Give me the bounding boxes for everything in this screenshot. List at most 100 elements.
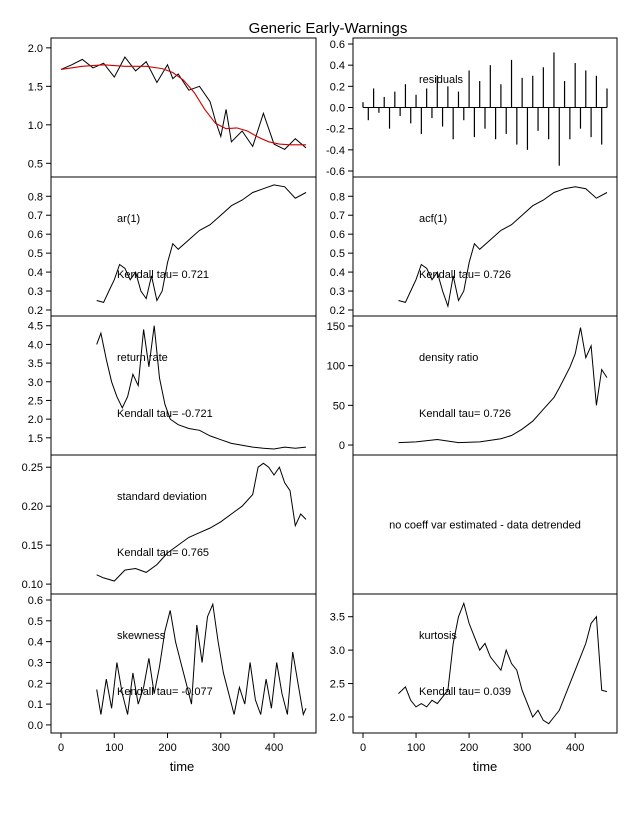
- panel-kurtosis: 2.0 2.5 3.0 3.5 0 100 200 300 400 kurtosis Kendall…: [330, 593, 618, 754]
- panels-group: 0.5 1.0 1.5 2.0 -0.6 -0.4 -0.2 0.0 0.2 0.4 0.6 resi…: [22, 37, 618, 754]
- panel-data: 0.5 1.0 1.5 2.0: [28, 37, 317, 178]
- panel-tau: Kendall tau= 0.039: [419, 686, 511, 698]
- y-tick-label: 0.6: [28, 229, 43, 241]
- y-tick-label: 3.0: [330, 645, 345, 657]
- x-tick-label: 400: [566, 742, 584, 754]
- series-line: [96, 602, 307, 717]
- y-tick-label: -0.4: [326, 145, 345, 157]
- panel-tau: Kendall tau= 0.726: [419, 269, 511, 281]
- panel-residuals: -0.6 -0.4 -0.2 0.0 0.2 0.4 0.6 residuals: [326, 37, 618, 178]
- y-tick-label: 3.0: [28, 377, 43, 389]
- y-tick-label: 100: [327, 361, 345, 373]
- y-tick-label: 0.20: [22, 501, 43, 513]
- panel-cv: no coeff var estimated - data detrended: [352, 454, 618, 595]
- y-tick-label: 0.4: [330, 267, 345, 279]
- series-line: [60, 64, 306, 146]
- x-tick-label: 0: [360, 742, 366, 754]
- panel-return_rate: 1.5 2.0 2.5 3.0 3.5 4.0 4.5 return rate Kendall …: [28, 315, 317, 456]
- y-tick-label: 150: [327, 321, 345, 333]
- y-tick-label: 3.5: [330, 612, 345, 624]
- panel-label: acf(1): [419, 213, 447, 225]
- y-tick-label: 0.5: [330, 248, 345, 260]
- series-line: [60, 56, 307, 151]
- y-tick-label: 0.5: [28, 158, 43, 170]
- series-line: [96, 462, 307, 582]
- y-tick-label: 0.8: [28, 191, 43, 203]
- x-tick-label: 100: [407, 742, 425, 754]
- y-tick-label: 4.0: [28, 339, 43, 351]
- x-tick-label: 300: [513, 742, 531, 754]
- y-tick-label: 0.0: [330, 103, 345, 115]
- panel-frame: [50, 176, 317, 317]
- y-tick-label: -0.2: [326, 124, 345, 136]
- x-axis-title-right: time: [473, 759, 498, 774]
- y-tick-label: 0.4: [28, 267, 43, 279]
- y-tick-label: 0.4: [330, 60, 345, 72]
- y-tick-label: 0.2: [330, 81, 345, 93]
- panel-tau: Kendall tau= -0.721: [117, 408, 213, 420]
- x-axis-title-left: time: [170, 759, 195, 774]
- panel-label: residuals: [419, 74, 464, 86]
- series-line: [398, 601, 608, 725]
- y-tick-label: 0.5: [28, 248, 43, 260]
- y-tick-label: 0.6: [330, 229, 345, 241]
- panel-frame: [352, 593, 618, 734]
- y-tick-label: 0.3: [28, 286, 43, 298]
- y-tick-label: 0: [339, 440, 345, 452]
- series-line: [96, 325, 307, 450]
- panel-label: kurtosis: [419, 630, 457, 642]
- y-tick-label: 1.5: [28, 433, 43, 445]
- y-tick-label: 50: [333, 400, 345, 412]
- x-tick-label: 300: [212, 742, 230, 754]
- chart-title: Generic Early-Warnings: [249, 20, 408, 37]
- x-tick-label: 100: [105, 742, 123, 754]
- panel-message: no coeff var estimated - data detrended: [389, 520, 581, 532]
- panel-acf1: 0.2 0.3 0.4 0.5 0.6 0.7 0.8 acf(1) Kendall tau= …: [330, 176, 618, 317]
- series-line: [96, 184, 307, 303]
- x-tick-label: 200: [158, 742, 176, 754]
- panel-frame: [50, 315, 317, 456]
- series-line: [398, 327, 608, 444]
- x-tick-label: 200: [460, 742, 478, 754]
- y-tick-label: 0.1: [28, 699, 43, 711]
- panel-frame: [352, 315, 618, 456]
- panel-tau: Kendall tau= 0.765: [117, 547, 209, 559]
- panel-density_ratio: 0 50 100 150 density ratio Kendall tau= 0.726: [327, 315, 618, 456]
- y-tick-label: 0.8: [330, 191, 345, 203]
- series-line: [398, 186, 608, 309]
- y-tick-label: 1.5: [28, 81, 43, 93]
- y-tick-label: 2.0: [28, 414, 43, 426]
- panel-frame: [50, 593, 317, 734]
- panel-sd: 0.10 0.15 0.20 0.25 standard deviation Kendal…: [22, 454, 317, 595]
- y-tick-label: 2.0: [330, 712, 345, 724]
- panel-label: skewness: [117, 630, 166, 642]
- panel-frame: [50, 37, 317, 178]
- y-tick-label: 0.3: [330, 286, 345, 298]
- y-tick-label: 0.25: [22, 462, 43, 474]
- panel-label: standard deviation: [117, 491, 207, 503]
- x-tick-label: 0: [58, 742, 64, 754]
- y-tick-label: 0.15: [22, 540, 43, 552]
- y-tick-label: 0.3: [28, 657, 43, 669]
- panel-ar1: 0.2 0.3 0.4 0.5 0.6 0.7 0.8 ar(1) Kendall tau= 0…: [28, 176, 317, 317]
- panel-tau: Kendall tau= 0.726: [419, 408, 511, 420]
- y-tick-label: 4.5: [28, 321, 43, 333]
- y-tick-label: 0.6: [330, 39, 345, 51]
- y-tick-label: 1.0: [28, 120, 43, 132]
- y-tick-label: 0.5: [28, 616, 43, 628]
- y-tick-label: 3.5: [28, 358, 43, 370]
- y-tick-label: 2.0: [28, 43, 43, 55]
- panel-label: density ratio: [419, 352, 478, 364]
- panel-frame: [352, 176, 618, 317]
- panel-label: return rate: [117, 352, 168, 364]
- y-tick-label: 0.7: [28, 210, 43, 222]
- y-tick-label: 0.2: [28, 305, 43, 317]
- y-tick-label: 2.5: [28, 395, 43, 407]
- y-tick-label: 0.0: [28, 720, 43, 732]
- panel-frame: [50, 454, 317, 595]
- y-tick-label: 0.4: [28, 637, 43, 649]
- y-tick-label: 0.2: [330, 305, 345, 317]
- panel-label: ar(1): [117, 213, 140, 225]
- x-tick-label: 400: [265, 742, 283, 754]
